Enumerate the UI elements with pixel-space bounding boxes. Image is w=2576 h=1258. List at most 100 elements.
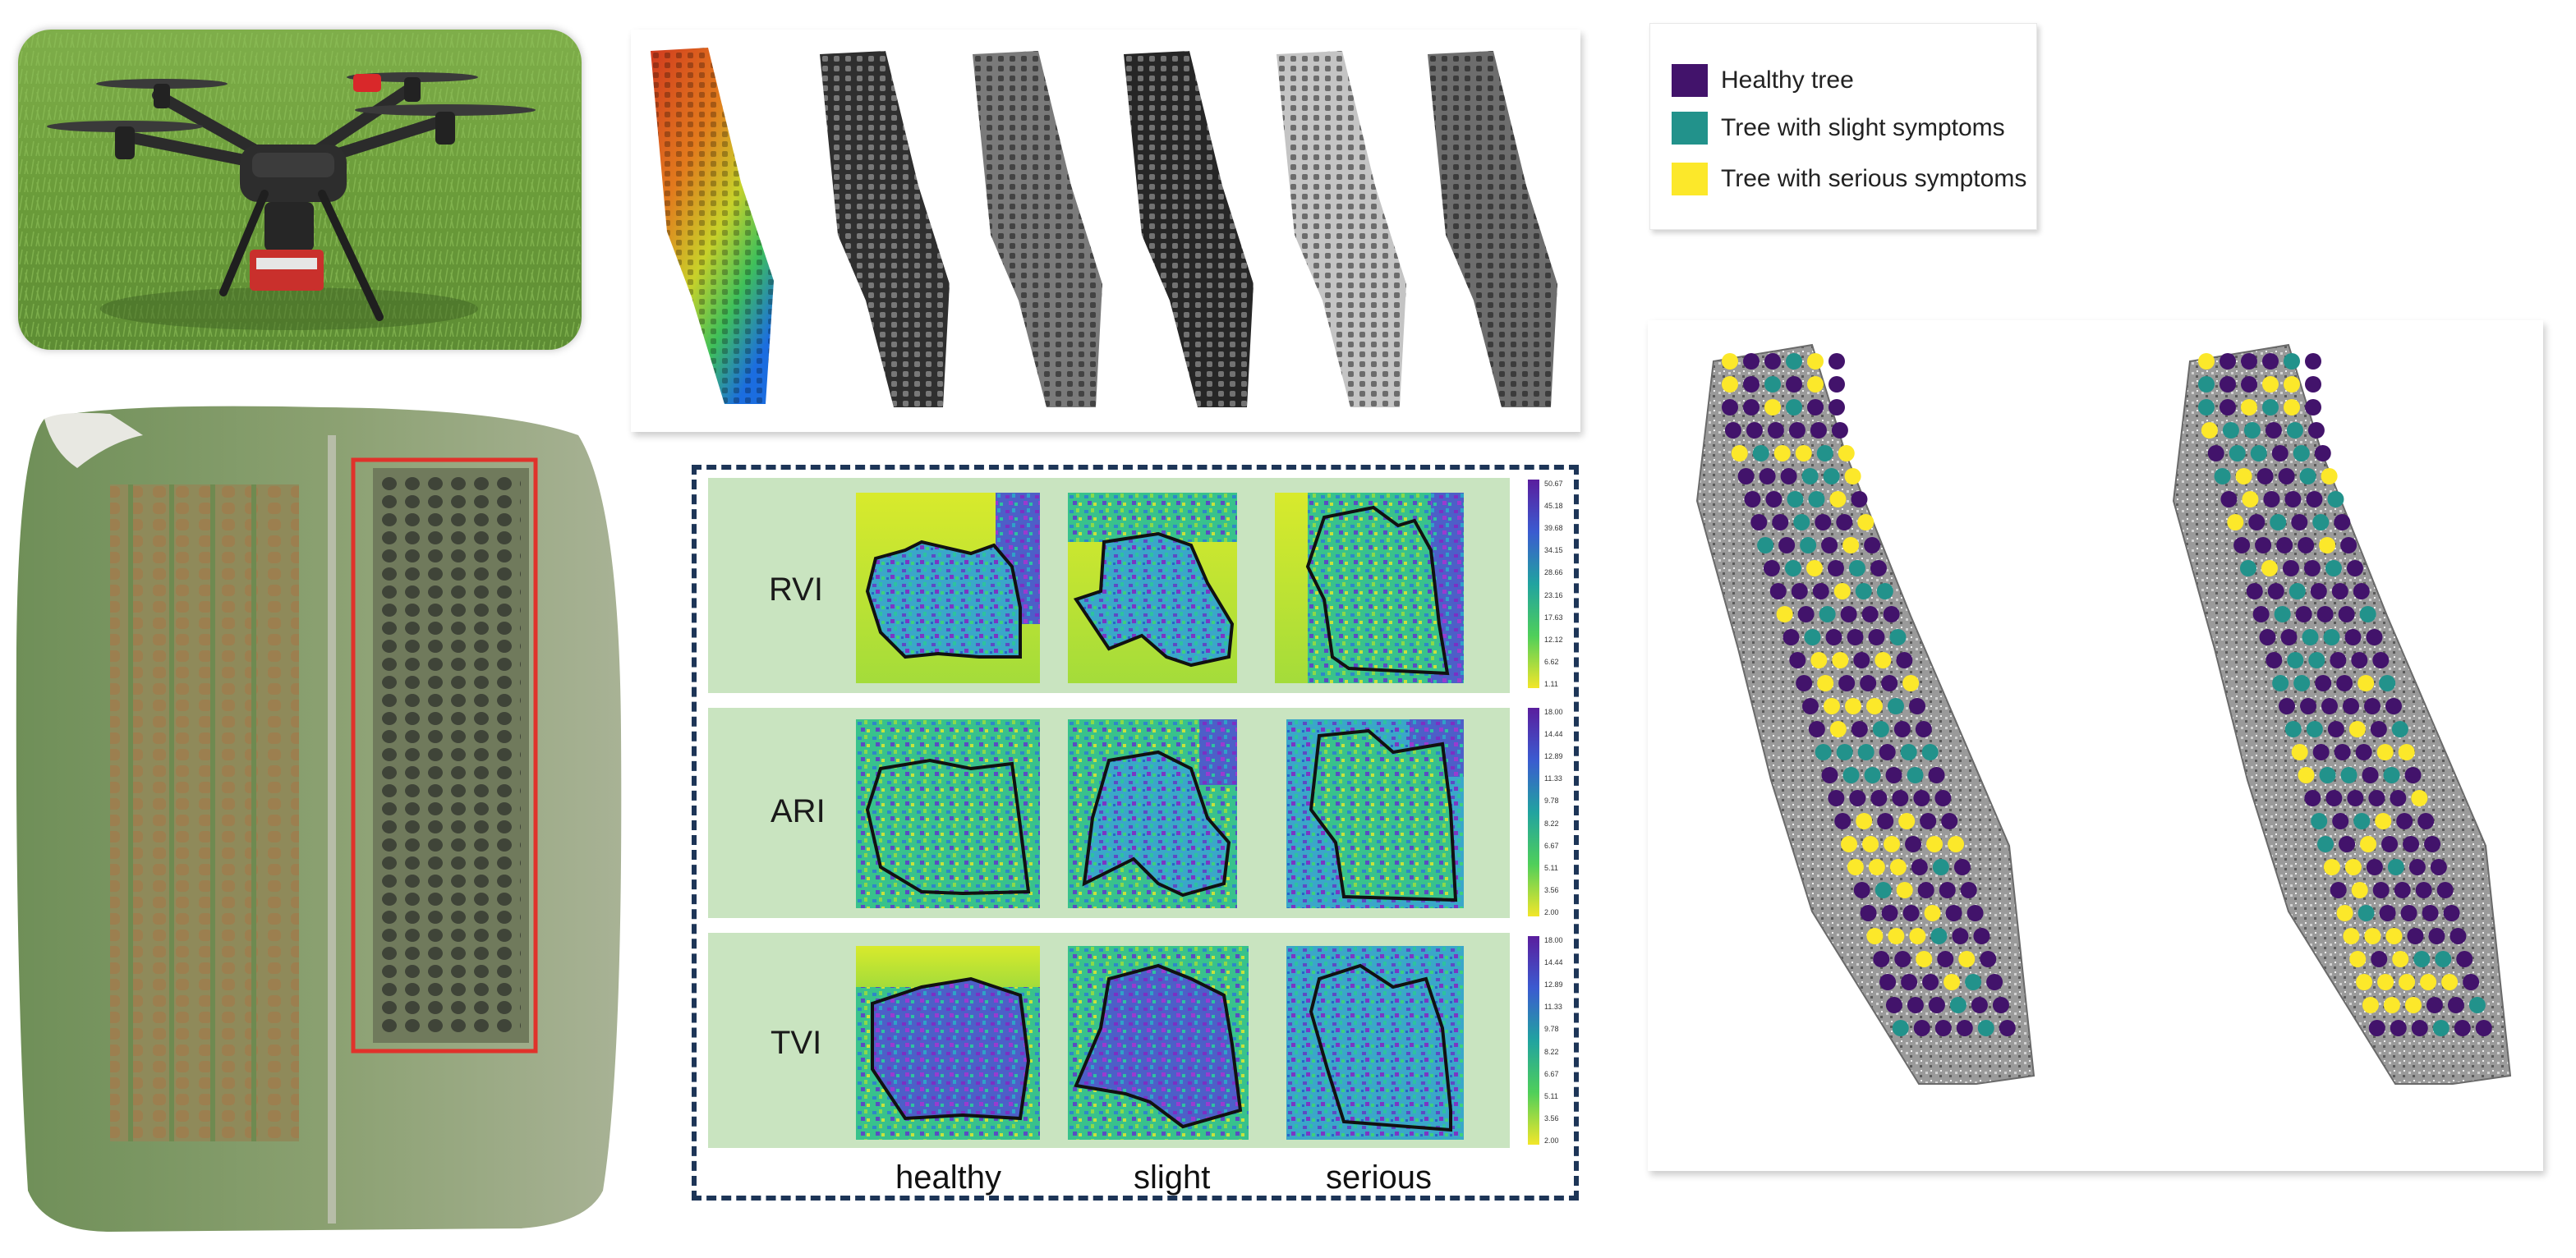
tree-dot <box>1853 652 1870 668</box>
tree-dot <box>1831 422 1848 438</box>
tree-dot <box>2201 422 2218 438</box>
tree-dot <box>1944 974 1961 990</box>
tree-dot <box>1750 514 1768 530</box>
tree-dot <box>1828 353 1845 370</box>
tree-dot <box>1907 997 1924 1013</box>
tree-dot <box>2364 698 2380 714</box>
tree-dot <box>1884 836 1901 852</box>
tree-dot <box>1838 445 1855 461</box>
tree-dot <box>2207 445 2224 461</box>
tree-dot <box>2339 836 2356 852</box>
tree-dot <box>2430 859 2447 875</box>
tree-dot <box>2241 399 2257 416</box>
tree-dot <box>2278 468 2295 484</box>
tree-dot <box>2368 790 2385 806</box>
tree-dot <box>2303 560 2321 576</box>
colorbar-tick-label: 50.67 <box>1544 480 1563 488</box>
tree-dot <box>2319 537 2336 553</box>
tree-dot <box>1797 606 1815 622</box>
tree-dot <box>1737 468 1755 484</box>
tree-dot <box>2299 468 2316 484</box>
tree-dot <box>1986 974 2003 990</box>
tree-dot <box>1930 928 1948 944</box>
tree-dot <box>2323 859 2340 875</box>
tree-dot <box>2364 928 2381 944</box>
colorbar-tick-label: 9.78 <box>1544 797 1559 806</box>
tree-dot <box>2241 353 2257 370</box>
tree-dot <box>1722 353 1738 370</box>
tree-dot <box>1800 537 1817 553</box>
tree-dot <box>1874 882 1892 898</box>
tree-dot <box>1881 905 1898 921</box>
colorbar-tick-label: 12.89 <box>1544 752 1563 761</box>
ari-serious-map <box>1286 719 1464 908</box>
tree-dot <box>2362 997 2379 1013</box>
classification-panel <box>1648 320 2543 1171</box>
tree-dot <box>2404 767 2422 783</box>
tree-dot <box>2263 491 2280 507</box>
tree-dot <box>2248 514 2266 530</box>
tree-dot <box>2284 399 2300 416</box>
rvi-slight-map <box>1068 493 1237 683</box>
tree-dot <box>2325 560 2342 576</box>
orchard-aerial-image <box>12 402 626 1233</box>
legend-swatch-slight <box>1672 112 1708 145</box>
tvi-slight-map <box>1068 946 1249 1140</box>
tree-dot <box>1921 744 1939 760</box>
tree-dot <box>1860 675 1877 691</box>
colorbar-tick-label: 12.89 <box>1544 980 1563 989</box>
tree-dot <box>2463 974 2480 990</box>
tree-dot <box>1941 813 1958 829</box>
tree-dot <box>1722 376 1738 393</box>
legend-item-healthy: Healthy tree <box>1672 62 1854 99</box>
tree-dot <box>1743 353 1760 370</box>
tree-dot <box>1922 974 1939 990</box>
legend-swatch-healthy <box>1672 64 1708 97</box>
tree-dot <box>2229 445 2246 461</box>
tree-dot <box>1722 399 1738 416</box>
colorbar-tick-label: 2.00 <box>1544 908 1559 916</box>
tree-dot <box>1896 652 1913 668</box>
tree-dot <box>2351 882 2368 898</box>
tree-dot <box>1851 721 1868 737</box>
tree-dot <box>2404 997 2422 1013</box>
tree-dot <box>2399 974 2416 990</box>
tree-dot <box>1815 514 1832 530</box>
tree-dot <box>2261 560 2278 576</box>
tree-dot <box>2246 583 2263 599</box>
tree-dot <box>2279 698 2295 714</box>
tree-dot <box>2353 583 2370 599</box>
tree-dot <box>1802 698 1819 714</box>
tree-dot <box>2344 859 2362 875</box>
tree-dot <box>1966 905 1984 921</box>
colorbar-tick-label: 45.18 <box>1544 502 1563 511</box>
tree-dot <box>1892 1020 1909 1036</box>
tree-dot <box>1876 583 1893 599</box>
tree-dot <box>1780 468 1797 484</box>
tree-dot <box>2468 997 2486 1013</box>
tree-dot <box>1827 560 1844 576</box>
tree-dot <box>1793 514 1810 530</box>
tree-dot <box>2436 882 2454 898</box>
tree-dot <box>2432 1020 2450 1036</box>
tree-dot <box>2298 767 2315 783</box>
tree-dot <box>1791 583 1808 599</box>
tree-dot <box>1913 1020 1930 1036</box>
tree-dot <box>2307 422 2325 438</box>
tree-dot <box>2376 744 2394 760</box>
remote-sensing-products <box>631 30 1580 432</box>
tree-dot <box>2265 422 2282 438</box>
tree-dot <box>2368 1020 2385 1036</box>
tree-dot <box>2435 951 2452 967</box>
tree-dot <box>2256 468 2274 484</box>
tree-dot <box>1861 606 1879 622</box>
colorbar-tick-label: 3.56 <box>1544 885 1559 894</box>
tree-dot <box>1879 974 1897 990</box>
tree-dot <box>1842 767 1860 783</box>
tree-dot <box>1926 836 1944 852</box>
tree-dot <box>2408 859 2426 875</box>
colorbar-tick-label: 23.16 <box>1544 590 1563 599</box>
tree-dot <box>1915 721 1932 737</box>
tree-dot <box>2360 836 2377 852</box>
tree-dot <box>1789 652 1806 668</box>
